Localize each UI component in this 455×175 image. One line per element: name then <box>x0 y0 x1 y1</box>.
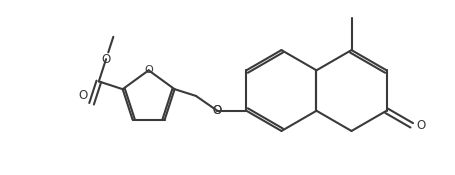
Text: O: O <box>101 53 111 66</box>
Text: O: O <box>78 89 87 102</box>
Text: O: O <box>212 104 222 117</box>
Text: O: O <box>417 119 426 132</box>
Text: O: O <box>144 65 153 75</box>
Text: O: O <box>212 104 222 117</box>
